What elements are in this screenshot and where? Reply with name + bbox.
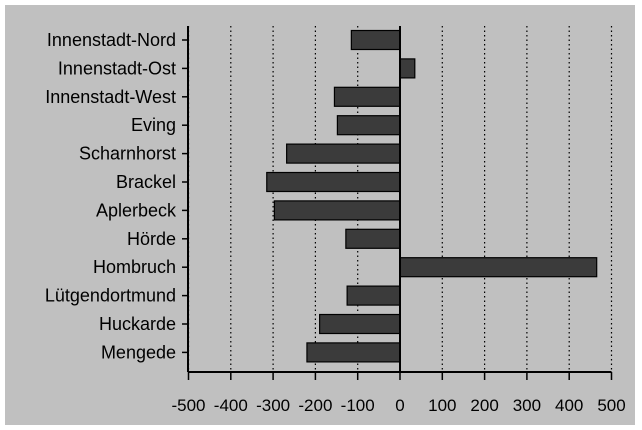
x-tick-label: 300	[513, 396, 541, 415]
bar-hörde	[345, 228, 401, 249]
x-tick-label: 500	[597, 396, 625, 415]
x-tick-label: -100	[341, 396, 375, 415]
category-label: Innenstadt-Nord	[47, 30, 176, 50]
bar-mengede	[306, 342, 401, 363]
category-label: Scharnhorst	[79, 144, 176, 164]
x-tick-label: 200	[470, 396, 498, 415]
bar-innenstadt-nord	[350, 29, 401, 51]
category-label: Huckarde	[99, 314, 176, 334]
bar-lütgendortmund	[346, 285, 401, 306]
x-tick-label: -200	[298, 396, 332, 415]
bar-aplerbeck	[273, 200, 401, 221]
x-tick-label: -300	[256, 396, 290, 415]
bars	[266, 29, 598, 363]
x-tick-label: 400	[555, 396, 583, 415]
x-tick-label: -400	[214, 396, 248, 415]
labels: Innenstadt-Nord Innenstadt-Ost Innenstadt-…	[45, 30, 626, 415]
x-tick-label: -500	[171, 396, 205, 415]
x-tick-label: 0	[395, 396, 404, 415]
bar-brackel	[266, 171, 401, 193]
bar-innenstadt-west	[333, 86, 401, 107]
bar-innenstadt-ost	[399, 58, 416, 79]
category-label: Eving	[131, 115, 176, 135]
category-label: Hörde	[127, 229, 176, 249]
category-label: Innenstadt-Ost	[58, 58, 176, 78]
bar-eving	[336, 115, 401, 136]
category-label: Hombruch	[93, 257, 176, 277]
axes	[182, 26, 613, 380]
x-tick-label: 100	[428, 396, 456, 415]
bar-scharnhorst	[286, 143, 401, 164]
category-label: Mengede	[101, 342, 176, 362]
category-label: Brackel	[116, 172, 176, 192]
bar-huckarde	[319, 313, 401, 335]
category-label: Lütgendortmund	[45, 286, 176, 306]
category-label: Aplerbeck	[96, 200, 177, 220]
bar-hombruch	[399, 257, 598, 278]
category-label: Innenstadt-West	[45, 87, 176, 107]
